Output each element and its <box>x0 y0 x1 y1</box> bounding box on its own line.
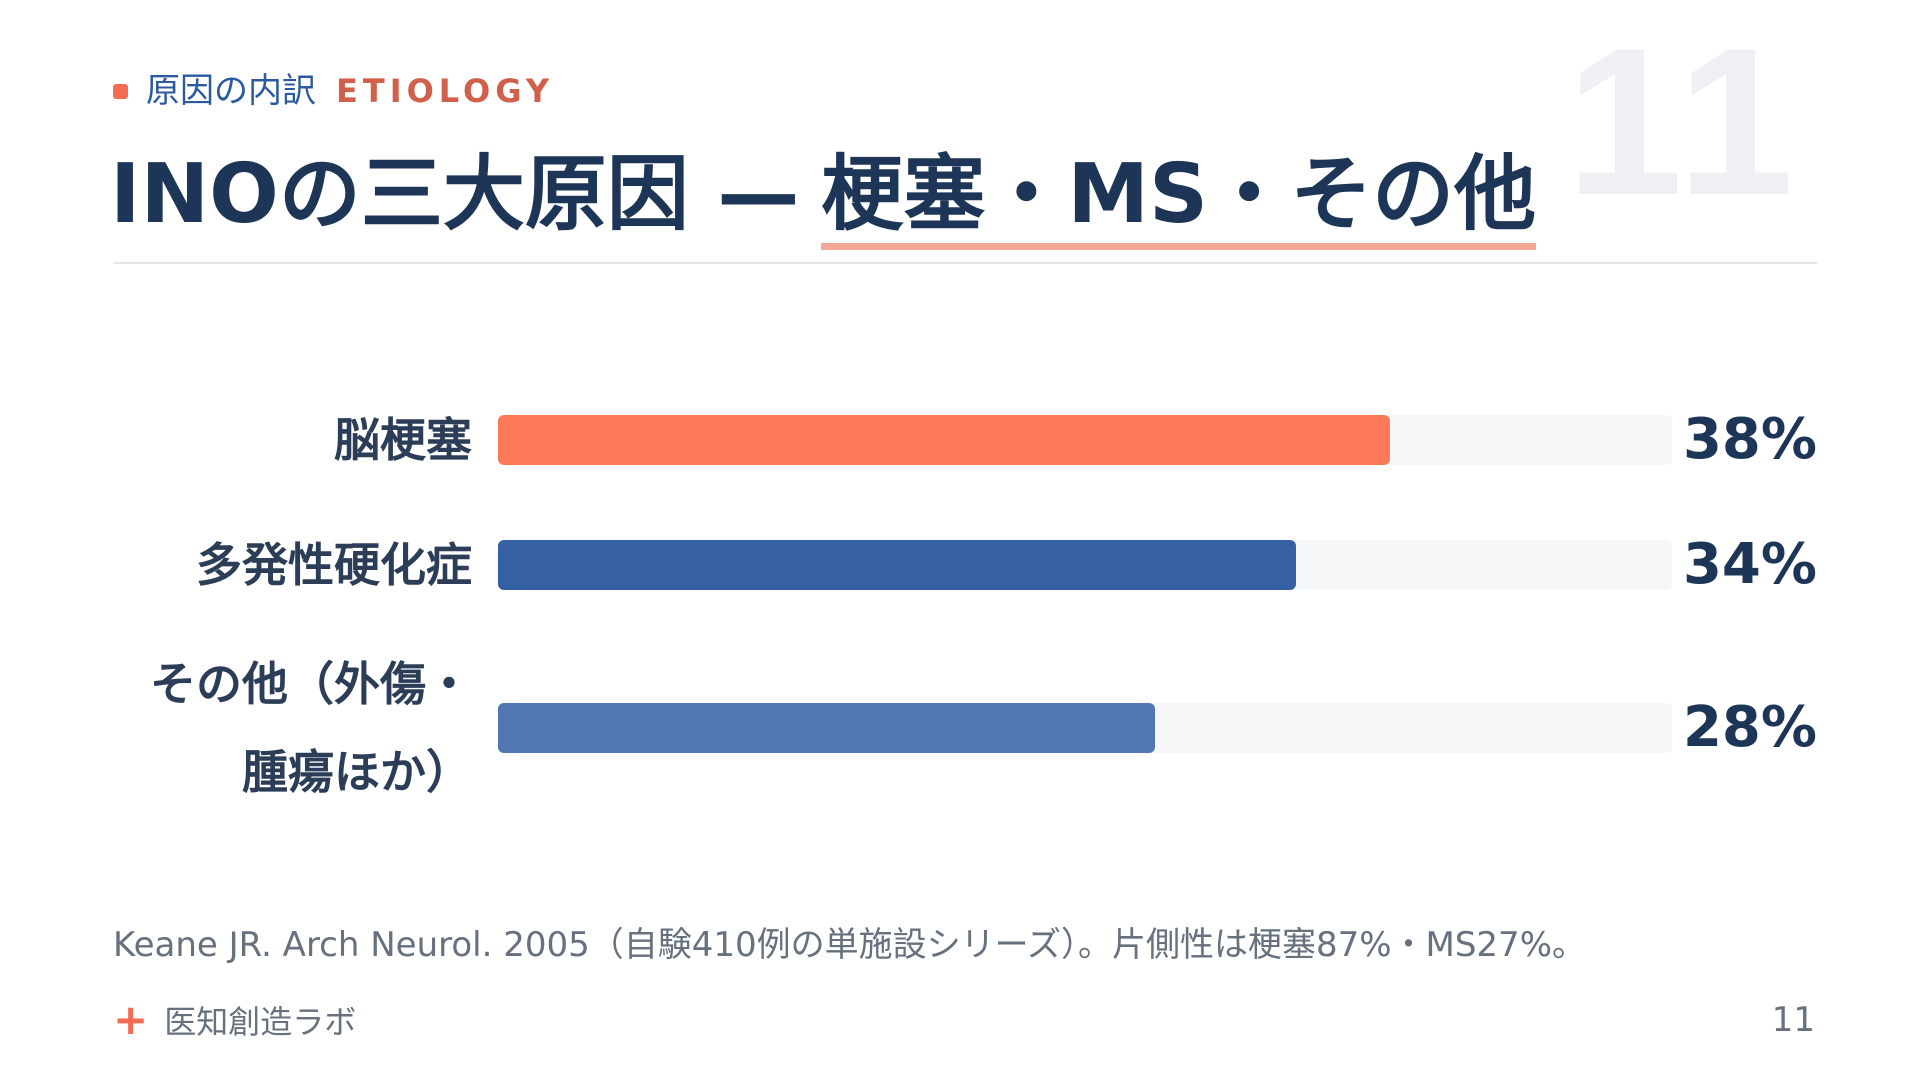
value-label: 28% <box>1682 695 1817 760</box>
category-label-line: 腫瘍ほか） <box>242 745 472 799</box>
bar-track <box>498 415 1672 465</box>
section-kicker: 原因の内訳 ETIOLOGY <box>113 66 554 116</box>
title-accent: 梗塞・MS・その他 <box>821 147 1537 250</box>
footer-brand: + 医知創造ラボ <box>113 995 356 1045</box>
kicker-en-label: ETIOLOGY <box>336 72 554 110</box>
category-label-line: 脳梗塞 <box>334 413 472 467</box>
bar-fill <box>498 540 1297 590</box>
value-label: 34% <box>1682 532 1817 597</box>
source-citation: Keane JR. Arch Neurol. 2005（自験410例の単施設シリ… <box>113 925 1586 965</box>
bar-track <box>498 703 1672 753</box>
category-label: 脳梗塞 <box>334 400 472 480</box>
kicker-square-icon <box>113 83 128 99</box>
bar-fill <box>498 415 1391 465</box>
category-label: 多発性硬化症 <box>196 525 472 605</box>
plus-icon: + <box>113 995 149 1044</box>
brand-name: 医知創造ラボ <box>164 1003 357 1041</box>
title-divider <box>113 262 1817 264</box>
slide-number-watermark: 11 <box>1566 4 1800 239</box>
bar-fill <box>498 703 1156 753</box>
kicker-jp-label: 原因の内訳 <box>146 71 316 111</box>
value-label: 38% <box>1682 407 1817 472</box>
title-main: INOの三大原因 — <box>110 147 800 242</box>
page-title: INOの三大原因 — 梗塞・MS・その他 <box>110 140 1537 250</box>
category-label: その他（外傷・腫瘍ほか） <box>150 640 472 816</box>
page-number: 11 <box>1771 1000 1815 1040</box>
bar-track <box>498 540 1672 590</box>
category-label-line: 多発性硬化症 <box>196 538 472 592</box>
category-label-line: その他（外傷・ <box>150 657 472 711</box>
